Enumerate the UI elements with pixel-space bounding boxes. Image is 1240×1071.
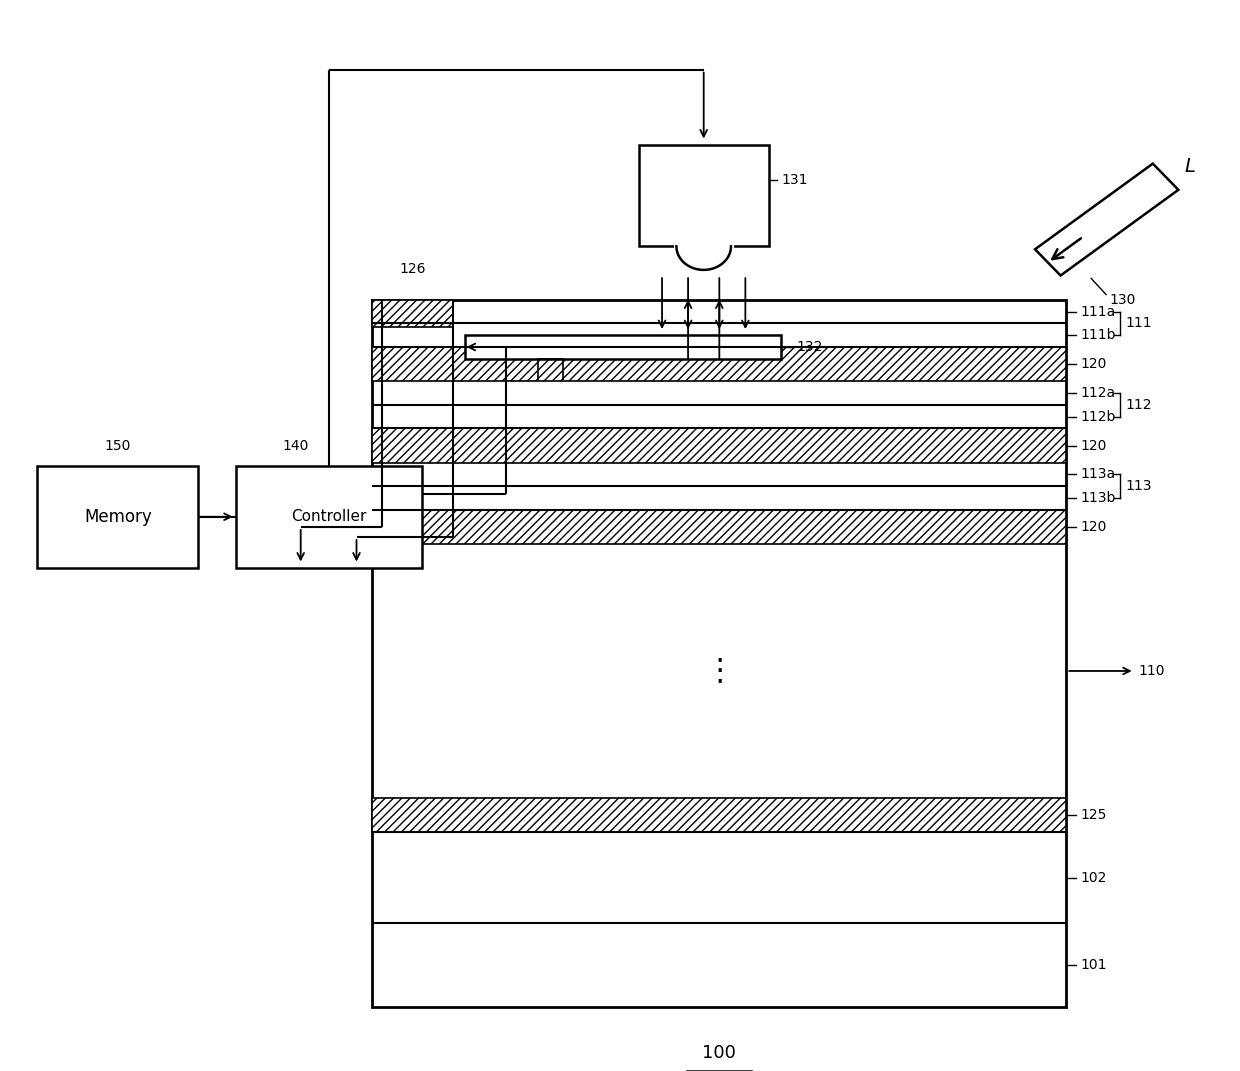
Text: Memory: Memory (84, 508, 151, 526)
Text: 113a: 113a (1080, 467, 1115, 482)
Text: 111: 111 (1126, 316, 1152, 331)
Bar (465, 335, 781, 359)
Text: 131: 131 (781, 174, 807, 187)
Bar (372, 428, 1066, 463)
Text: 130: 130 (1110, 292, 1136, 307)
Text: 126: 126 (399, 262, 425, 276)
Text: 112: 112 (1126, 397, 1152, 412)
Text: Controller: Controller (291, 509, 366, 525)
Text: 120: 120 (1080, 438, 1106, 453)
Bar (37, 466, 198, 568)
Text: L: L (1184, 156, 1195, 176)
Bar (236, 466, 422, 568)
Text: 120: 120 (1080, 357, 1106, 372)
Text: 111a: 111a (1080, 304, 1115, 319)
Text: 132: 132 (796, 340, 822, 355)
Text: 113b: 113b (1080, 491, 1116, 506)
Bar (639, 145, 769, 246)
Text: 102: 102 (1080, 871, 1106, 885)
Text: ⋮: ⋮ (704, 657, 734, 685)
Polygon shape (677, 246, 732, 270)
Text: 101: 101 (1080, 957, 1106, 972)
Bar (372, 510, 1066, 544)
Text: 125: 125 (1080, 808, 1106, 823)
Text: 111b: 111b (1080, 328, 1116, 343)
Text: 100: 100 (702, 1044, 737, 1062)
Text: 120: 120 (1080, 519, 1106, 534)
Bar (372, 300, 1066, 1007)
Text: 150: 150 (104, 439, 131, 453)
Bar (372, 300, 453, 327)
Polygon shape (1035, 164, 1178, 275)
Text: 110: 110 (1138, 664, 1164, 678)
Bar (372, 347, 1066, 381)
Text: 113: 113 (1126, 479, 1152, 494)
Text: 112b: 112b (1080, 409, 1116, 424)
Text: 140: 140 (283, 439, 309, 453)
Text: 112a: 112a (1080, 386, 1115, 401)
Bar (372, 798, 1066, 832)
